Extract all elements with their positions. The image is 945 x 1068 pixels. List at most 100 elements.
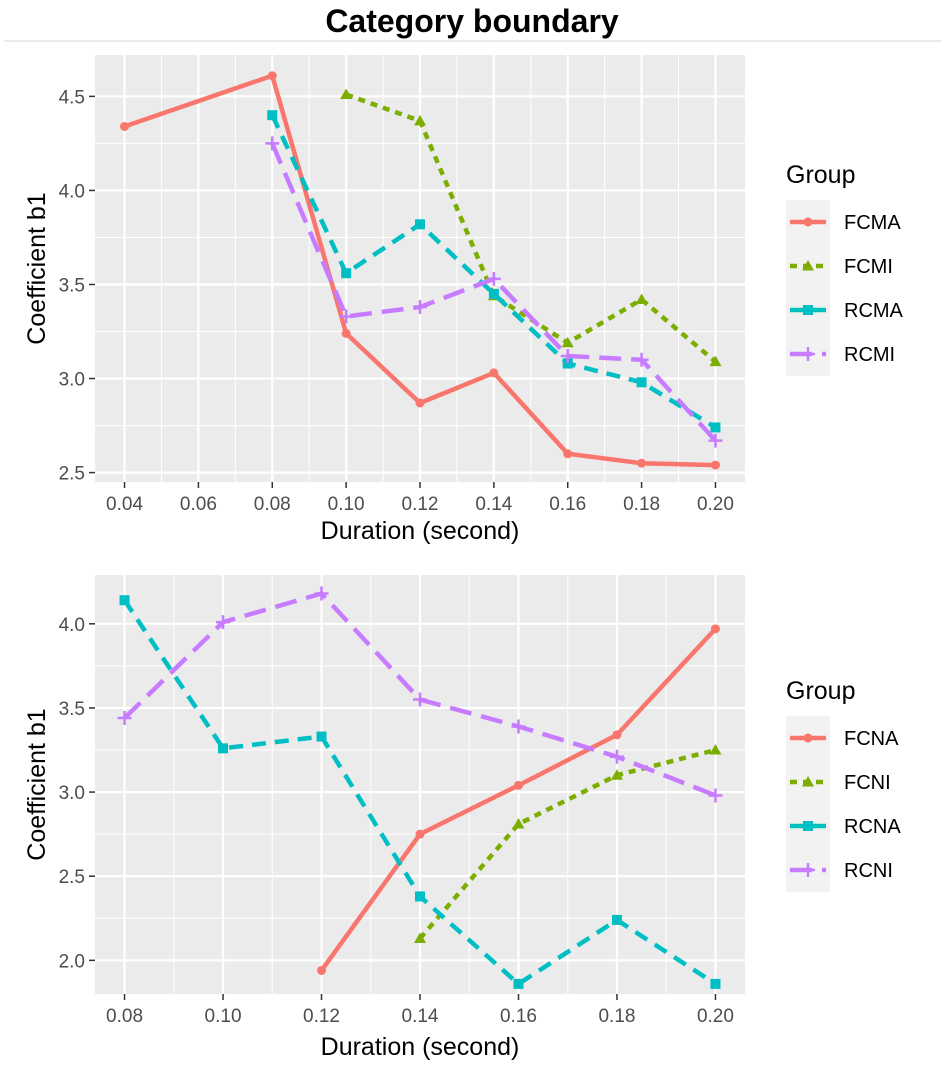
series-fcma-point (415, 398, 425, 408)
legend-rcma-marker (803, 305, 813, 315)
legend-fcni-marker (802, 776, 814, 787)
series-rcma-point (415, 219, 425, 230)
legend-fcma-marker (803, 217, 813, 227)
chart-1-legend-title: Group (786, 677, 855, 705)
figure-title: Category boundary (325, 3, 619, 39)
series-fcma-point (563, 449, 573, 459)
series-rcna-point (119, 595, 130, 606)
series-rcmi-point (708, 433, 723, 448)
legend-rcmi-label: RCMI (844, 344, 895, 366)
series-fcmi-point (635, 293, 648, 305)
chart-0-legend: Group FCMA FCMI RCMA RCMI (786, 161, 904, 376)
chart-1-y-tick-label: 4.0 (59, 615, 85, 636)
series-rcna-point (218, 743, 229, 754)
chart-1-x-axis-title: Duration (second) (321, 1033, 520, 1061)
series-fcma-point (120, 121, 130, 131)
series-fcmi-point (340, 88, 353, 100)
chart-1-x-tick-label: 0.20 (697, 1006, 734, 1027)
series-fcna-point (612, 730, 622, 740)
series-rcmi-point (339, 309, 354, 324)
series-fcma-point (637, 458, 647, 468)
chart-0-x-tick-label: 0.10 (328, 494, 365, 515)
chart-1-plot-area (117, 586, 723, 989)
series-fcna-point (415, 829, 425, 839)
legend-fcna-marker (803, 733, 813, 743)
series-rcma-point (562, 358, 573, 369)
series-rcma-point (267, 110, 278, 121)
series-rcma-point (488, 288, 499, 299)
series-fcna-point (710, 624, 720, 634)
chart-0-x-tick-label: 0.20 (697, 494, 734, 515)
series-rcni-point (117, 711, 132, 726)
series-rcna-point (513, 978, 524, 989)
legend-rcni-label: RCNI (844, 860, 893, 882)
chart-1-legend: Group FCNA FCNI RCNA RCNI (786, 677, 901, 892)
series-fcma-point (341, 328, 351, 338)
series-rcni-point (511, 719, 526, 734)
series-fcni-point (610, 769, 623, 780)
legend-rcmi-marker (801, 347, 815, 361)
series-fcma-point (267, 71, 277, 81)
chart-1-x-tick-label: 0.08 (106, 1006, 143, 1027)
chart-0-y-tick-label: 2.5 (59, 464, 85, 485)
top-chart: 0.04 0.06 0.08 0.10 0.12 0.14 0.16 0.18 0.20 2.5 3… (23, 55, 904, 545)
series-fcmi-point (414, 114, 426, 126)
bottom-chart: 0.08 0.10 0.12 0.14 0.16 0.18 0.20 2.0 2.5 3.0 3.5… (23, 575, 901, 1061)
chart-0-y-tick-label: 3.0 (59, 370, 85, 391)
chart-1-y-axis-title: Coefficient b1 (23, 708, 51, 860)
legend-fcmi-label: FCMI (844, 256, 893, 278)
series-rcmi-point (560, 348, 575, 363)
legend-rcma-label: RCMA (844, 300, 904, 322)
series-fcmi-point (709, 355, 722, 367)
chart-0-y-tick-label: 4.0 (59, 181, 85, 202)
legend-rcni-marker (801, 863, 815, 877)
legend-rcna-marker (803, 821, 813, 831)
series-rcni-point (708, 788, 723, 803)
legend-fcna-label: FCNA (844, 728, 899, 750)
chart-1-x-tick-label: 0.14 (402, 1006, 439, 1027)
chart-1-y-tick-label: 3.5 (59, 699, 85, 720)
series-rcna-point (415, 891, 425, 902)
series-rcmi-point (413, 300, 427, 315)
chart-1-y-tick-label: 2.0 (59, 951, 85, 972)
legend-rcna-label: RCNA (844, 816, 901, 838)
chart-1-x-tick-label: 0.12 (303, 1006, 340, 1027)
series-fcni-point (512, 818, 525, 829)
series-rcni-point (609, 749, 624, 764)
series-fcma-line (123, 73, 716, 468)
chart-0-y-axis-title: Coefficient b1 (23, 192, 51, 344)
series-rcma-point (341, 268, 352, 279)
series-fcna-point (513, 780, 523, 790)
series-rcmi-point (265, 136, 280, 151)
legend-fcni-label: FCNI (844, 772, 891, 794)
series-rcni-point (216, 615, 231, 630)
chart-1-x-tick-label: 0.10 (205, 1006, 242, 1027)
chart-1-x-tick-label: 0.16 (500, 1006, 537, 1027)
series-fcni-point (709, 744, 722, 755)
series-rcma-point (636, 377, 647, 388)
chart-1-y-tick-label: 2.5 (59, 867, 85, 888)
series-rcmi-point (486, 271, 501, 286)
series-rcna-point (611, 914, 622, 925)
chart-0-x-tick-label: 0.04 (106, 494, 143, 515)
chart-0-x-axis-title: Duration (second) (321, 517, 520, 545)
series-rcma-point (710, 422, 721, 433)
chart-0-plot-area (120, 71, 723, 470)
series-fcma-point (710, 460, 720, 470)
chart-0-y-tick-label: 3.5 (59, 275, 85, 296)
chart-0-legend-title: Group (786, 161, 855, 189)
series-rcna-point (710, 978, 721, 989)
chart-0-x-tick-label: 0.12 (402, 494, 439, 515)
series-fcmi-point (561, 336, 574, 348)
series-fcni-point (414, 932, 426, 943)
chart-0-x-tick-label: 0.08 (254, 494, 291, 515)
series-rcni-point (413, 692, 427, 707)
series-rcni-point (314, 586, 329, 601)
chart-1-x-tick-label: 0.18 (598, 1006, 635, 1027)
chart-0-y-tick-label: 4.5 (59, 87, 85, 108)
chart-0-legend-key-background (786, 200, 830, 376)
series-rcna-point (316, 731, 327, 742)
chart-0-x-tick-label: 0.18 (623, 494, 660, 515)
legend-fcmi-marker (802, 260, 814, 271)
chart-0-x-tick-label: 0.14 (475, 494, 512, 515)
